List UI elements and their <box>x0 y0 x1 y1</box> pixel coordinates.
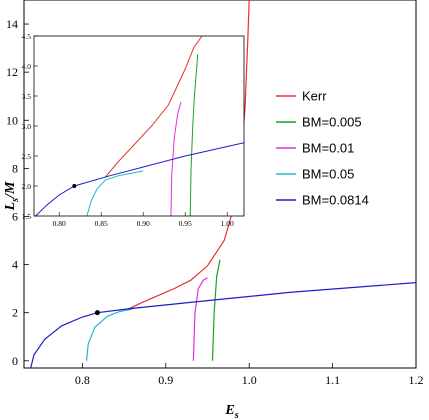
y-axis-title: Ls/M <box>3 181 21 211</box>
x-axis-title: Es <box>224 403 238 420</box>
inset-x-tick-label: 0.95 <box>179 219 192 228</box>
legend-label-bm-0-01: BM=0.01 <box>302 141 354 156</box>
inset-y-tick-label: 4.0 <box>22 62 32 71</box>
inset-y-tick-label: 3.0 <box>22 122 32 131</box>
x-tick-label: 1.2 <box>409 373 424 387</box>
series-line-bm-0-0814 <box>30 282 416 368</box>
inset-series-line-bm-0-05 <box>86 170 144 216</box>
inset-plot-area: 0.80 0.85 0.90 0.95 1.00 1.5 2.0 2.5 3.0 3.5 4.0 4.… <box>22 32 245 228</box>
inset-isco-marker-point <box>72 184 77 188</box>
main-plot-frame <box>23 0 417 369</box>
y-tick-label: 4 <box>12 258 18 272</box>
series-line-bm-0-01 <box>192 277 208 361</box>
y-tick-label: 8 <box>12 161 18 175</box>
inset-x-tick-label: 0.80 <box>53 219 66 228</box>
series-line-bm-0-005 <box>211 259 221 361</box>
inset-x-tick-label: 0.85 <box>95 219 108 228</box>
x-tick-label: 0.9 <box>158 373 173 387</box>
legend-label-bm-0-0814: BM=0.0814 <box>302 193 369 208</box>
legend-label-bm-0-005: BM=0.005 <box>302 115 362 130</box>
main-ticks: 0.8 0.9 1.0 1.1 1.2 0 2 4 6 8 10 12 14 <box>6 17 424 387</box>
inset-series-line-bm-0-01 <box>170 101 182 216</box>
isco-marker-point <box>94 310 100 316</box>
y-tick-label: 12 <box>6 65 18 79</box>
x-tick-label: 1.0 <box>242 373 257 387</box>
legend-label-bm-0-05: BM=0.05 <box>302 167 354 182</box>
y-tick-label: 10 <box>6 113 18 127</box>
inset-series-line-bm-0-005 <box>189 53 199 216</box>
series-line-bm-0-05 <box>85 308 133 361</box>
y-tick-label: 6 <box>12 209 18 223</box>
inset-series-line-kerr <box>105 36 203 178</box>
inset-y-tick-label: 3.5 <box>22 92 32 101</box>
y-tick-label: 14 <box>6 17 18 31</box>
inset-background <box>34 36 244 216</box>
inset-x-tick-label: 1.00 <box>221 219 234 228</box>
inset-y-tick-label: 2.5 <box>22 152 32 161</box>
legend-label-kerr: Kerr <box>302 89 327 104</box>
y-tick-label: 2 <box>12 306 18 320</box>
inset-y-tick-label: 4.5 <box>22 32 32 41</box>
main-plot-area: 0.8 0.9 1.0 1.1 1.2 0 2 4 6 8 10 12 14 <box>6 0 424 387</box>
inset-x-tick-label: 0.90 <box>137 219 150 228</box>
main-markers <box>94 310 100 316</box>
series-line-kerr <box>128 0 250 310</box>
x-tick-label: 1.1 <box>325 373 340 387</box>
legend: Kerr BM=0.005 BM=0.01 BM=0.05 BM=0.0814 <box>276 89 369 208</box>
inset-markers <box>72 184 77 188</box>
inset-y-tick-label: 2.0 <box>22 182 32 191</box>
main-series-lines <box>30 0 416 368</box>
inset-y-tick-label: 1.5 <box>22 212 32 221</box>
x-tick-label: 0.8 <box>75 373 90 387</box>
y-tick-label: 0 <box>12 354 18 368</box>
inset-ticks: 0.80 0.85 0.90 0.95 1.00 1.5 2.0 2.5 3.0 3.5 4.0 4.… <box>22 32 234 228</box>
